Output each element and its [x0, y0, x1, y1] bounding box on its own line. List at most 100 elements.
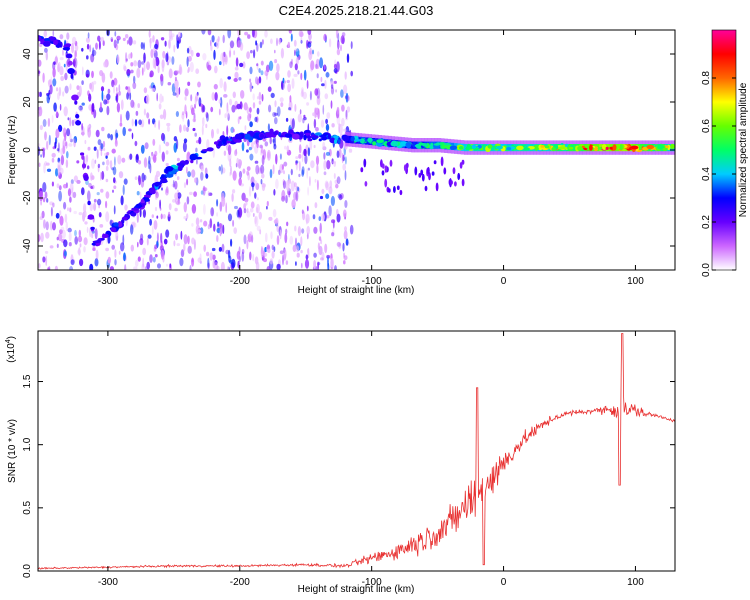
spectrogram-speckle	[56, 183, 60, 189]
spectrogram-speckle	[288, 190, 291, 198]
spectrogram-speckle	[232, 219, 235, 227]
spectrogram-speckle	[56, 236, 59, 241]
spectrogram-speckle	[83, 246, 86, 253]
spectrogram-speckle	[111, 244, 115, 250]
spectrogram-speckle	[288, 107, 292, 111]
spectrogram-ridge-point	[81, 163, 87, 169]
spectrogram-ridge-point	[62, 47, 71, 51]
spectrogram-speckle	[207, 30, 212, 36]
spectrogram-speckle	[221, 196, 226, 207]
spectrogram-speckle	[322, 104, 325, 115]
spectrogram-speckle	[71, 119, 75, 127]
spectrogram-speckle	[103, 99, 108, 105]
spectrogram-speckle	[87, 124, 90, 133]
spectrogram-speckle	[210, 106, 214, 113]
spectrogram-speckle	[281, 80, 284, 90]
spectrogram-speckle	[312, 112, 315, 117]
spectrogram-speckle	[91, 49, 97, 57]
spectrogram-speckle	[67, 188, 72, 197]
spectrogram-speckle	[133, 60, 138, 67]
spectrogram-speckle	[278, 169, 281, 175]
spectrogram-ridge-point	[70, 73, 74, 79]
spectrogram-speckle	[288, 30, 292, 34]
spectrogram-speckle	[139, 207, 142, 218]
spectrogram-speckle	[66, 151, 69, 159]
spectrogram-speckle	[110, 219, 112, 227]
spectrogram-speckle	[344, 71, 347, 80]
spectrogram-ridge-point	[66, 53, 73, 59]
spectrogram-speckle	[85, 73, 89, 78]
spectrogram-speckle	[136, 67, 141, 79]
spectrogram-speckle	[295, 156, 299, 160]
spectrogram-speckle	[203, 203, 206, 215]
spectrogram-speckle	[282, 254, 284, 266]
spectrogram-speckle	[290, 33, 293, 42]
spectrogram-speckle	[38, 263, 41, 269]
x-tick-label: 100	[627, 276, 644, 287]
spectrogram-speckle	[113, 39, 117, 49]
spectrogram-speckle	[134, 176, 138, 180]
spectrogram-ridge-point	[87, 214, 95, 220]
spectrogram-speckle	[287, 70, 291, 78]
spectrogram-speckle	[92, 244, 96, 251]
spectrogram-speckle	[300, 87, 304, 95]
spectrogram-speckle	[191, 257, 195, 267]
spectrogram-speckle	[88, 182, 92, 188]
spectrogram-speckle	[316, 179, 319, 191]
spectrogram-speckle	[156, 92, 158, 102]
snr-multiplier-exp: 4	[5, 339, 12, 343]
spectrogram-speckle	[38, 190, 44, 202]
spectrogram-speckle	[62, 183, 68, 189]
spectrogram-speckle	[46, 93, 50, 104]
spectrogram-speckle	[249, 81, 253, 93]
spectrogram-ridge-point	[113, 222, 119, 227]
spectrogram-speckle	[159, 93, 163, 104]
spectrogram-speckle	[294, 63, 298, 71]
spectrogram-speckle	[310, 60, 315, 71]
spectrogram-speckle	[340, 35, 345, 45]
spectrogram-speckle	[117, 154, 122, 165]
spectrogram-speckle	[255, 40, 257, 46]
spectrogram-ridge-point	[269, 128, 274, 134]
spectrogram-speckle	[313, 226, 318, 234]
spectrogram-speckle	[335, 30, 339, 39]
spectrogram-speckle	[237, 260, 240, 269]
spectrogram-speckle	[301, 151, 304, 163]
spectrogram-speckle	[281, 189, 286, 200]
spectrogram-speckle	[330, 100, 333, 109]
spectrogram-speckle	[162, 50, 166, 59]
spectrogram-speckle	[242, 61, 246, 69]
spectrogram-speckle	[249, 153, 254, 161]
spectrogram-speckle	[186, 166, 188, 174]
spectrogram-speckle	[223, 51, 226, 58]
spectrogram-speckle	[161, 187, 163, 191]
spectrogram-speckle	[59, 210, 62, 216]
spectrogram-speckle	[306, 79, 309, 89]
spectrogram-speckle	[286, 79, 290, 84]
spectrogram-speckle	[249, 78, 252, 83]
spectrogram-speckle	[116, 102, 120, 113]
spectrogram-speckle	[175, 70, 180, 74]
spectrogram-speckle	[214, 65, 218, 74]
spectrogram-speckle	[280, 102, 284, 107]
spectrogram-speckle	[230, 165, 232, 176]
spectrogram-speckle	[38, 162, 41, 168]
spectrogram-speckle	[69, 207, 72, 213]
spectrogram-ridge-point	[630, 145, 639, 150]
spectrogram-speckle	[254, 192, 257, 199]
spectrogram-speckle	[157, 263, 161, 269]
spectrogram-speckle	[44, 131, 47, 141]
spectrogram-speckle	[191, 107, 195, 116]
spectrogram-speckle	[91, 233, 94, 239]
spectrogram-speckle	[186, 151, 191, 163]
spectrogram-speckle	[264, 70, 269, 77]
spectrogram-speckle	[256, 42, 259, 52]
spectrogram-speckle	[344, 200, 348, 208]
spectrogram-speckle	[306, 168, 309, 179]
spectrogram-speckle	[86, 154, 89, 163]
spectrogram-speckle	[291, 118, 295, 130]
spectrogram-speckle	[140, 233, 144, 241]
spectrogram-ridge-point	[87, 200, 91, 206]
spectrogram-ridge-point	[299, 131, 304, 138]
spectrogram-speckle	[286, 221, 289, 227]
